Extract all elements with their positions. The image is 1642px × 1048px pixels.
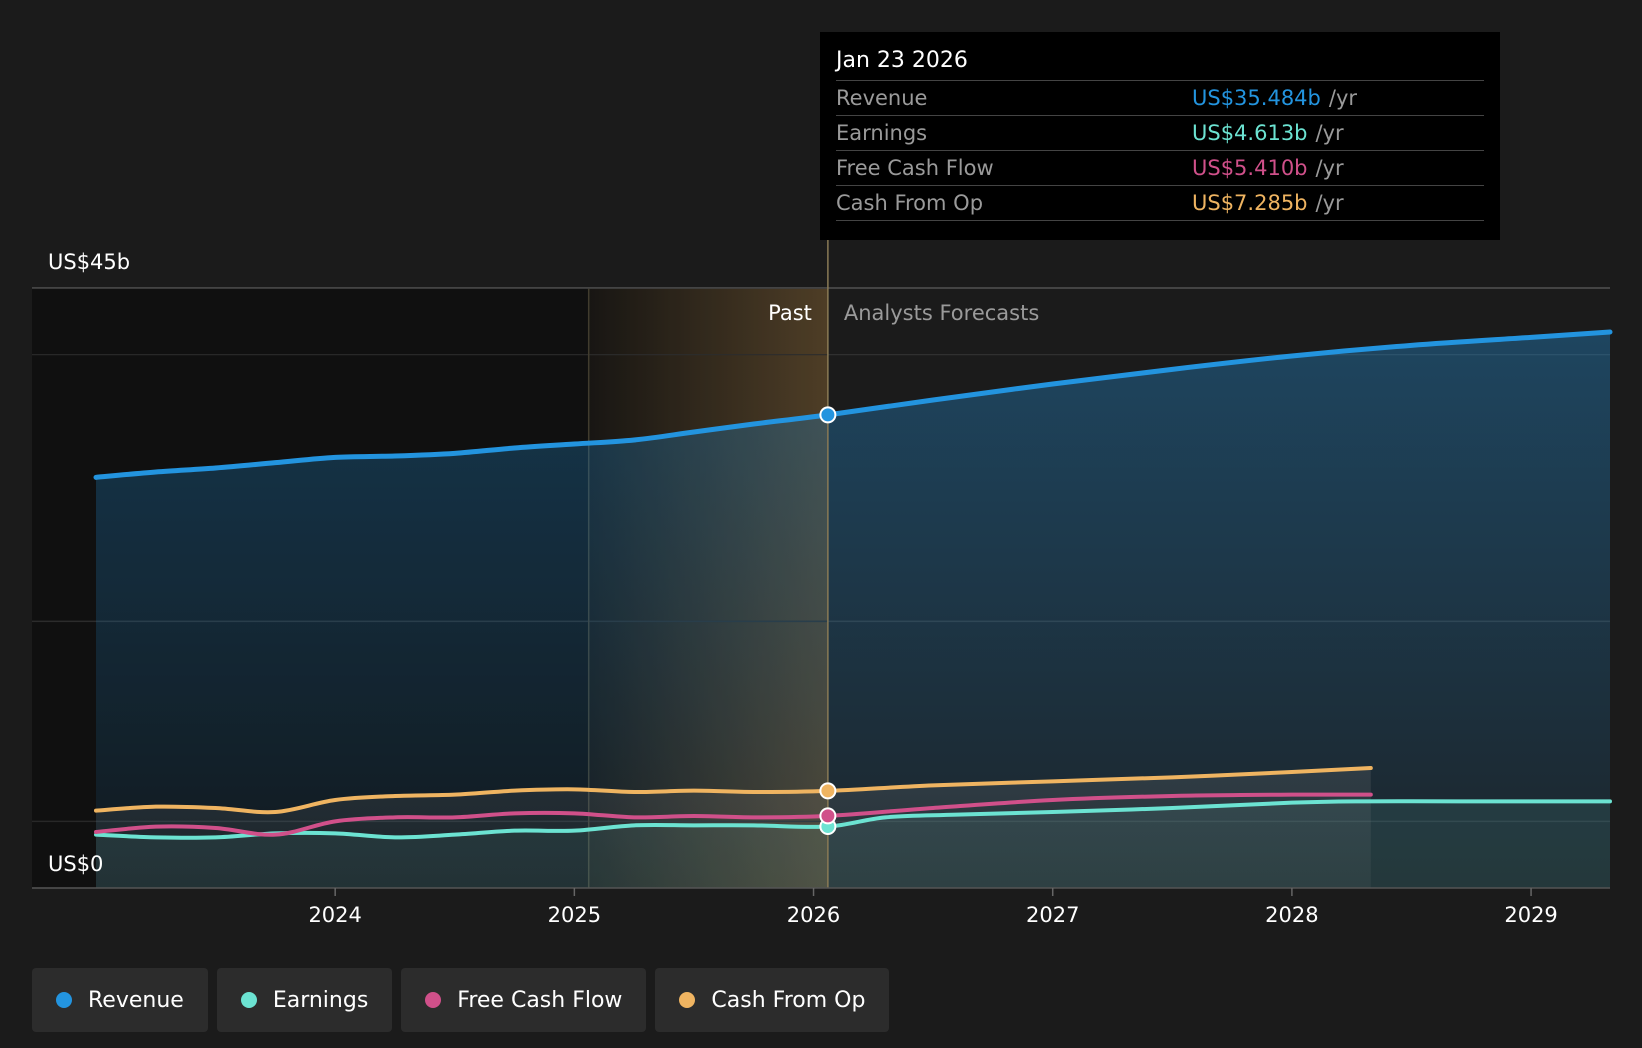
x-tick-label: 2029	[1504, 903, 1557, 927]
legend-dot-icon	[56, 992, 72, 1008]
tooltip-row-free-cash-flow: Free Cash Flow US$5.410b /yr	[836, 151, 1484, 186]
x-tick-label: 2026	[787, 903, 840, 927]
tooltip-value: US$7.285b	[1192, 191, 1308, 215]
legend-item-earnings[interactable]: Earnings	[216, 968, 393, 1032]
legend-label: Cash From Op	[711, 987, 866, 1013]
series-areas	[32, 288, 1610, 888]
x-tick-label: 2025	[548, 903, 601, 927]
y-axis-top-label: US$45b	[48, 250, 131, 274]
x-axis-ticks: 2024 2025 2026 2027 2028 2029	[308, 888, 1558, 927]
line-free-cash-flow	[94, 792, 1373, 837]
legend-dot-icon	[679, 992, 696, 1008]
marker-revenue	[819, 406, 837, 424]
tooltip-row-revenue: Revenue US$35.484b /yr	[836, 81, 1484, 116]
tooltip-unit: /yr	[1315, 156, 1344, 180]
line-cash-from-op	[94, 766, 1373, 815]
legend-dot-icon	[240, 992, 257, 1008]
legend-item-revenue[interactable]: Revenue	[32, 968, 208, 1032]
legend: Revenue Earnings Free Cash Flow Cash Fro…	[32, 968, 890, 1032]
forecast-label: Analysts Forecasts	[844, 301, 1039, 325]
x-tick-label: 2028	[1265, 903, 1318, 927]
legend-dot-icon	[425, 992, 442, 1008]
y-axis-bottom-label: US$0	[48, 852, 104, 876]
tooltip-unit: /yr	[1328, 86, 1358, 110]
tooltip-label: Free Cash Flow	[836, 156, 994, 180]
series-lines	[93, 329, 1613, 840]
tooltip-row-cash-from-op: Cash From Op US$7.285b /yr	[836, 186, 1484, 221]
tooltip-label: Revenue	[836, 86, 928, 110]
legend-label: Revenue	[88, 987, 184, 1013]
tooltip-unit: /yr	[1315, 191, 1344, 215]
tooltip-date: Jan 23 2026	[836, 46, 1484, 81]
marker-free-cash-flow	[819, 807, 837, 825]
legend-label: Earnings	[272, 987, 369, 1013]
tooltip-label: Cash From Op	[836, 191, 984, 215]
line-revenue	[93, 329, 1613, 480]
tooltip: Jan 23 2026 Revenue US$35.484b /yr Earni…	[820, 32, 1500, 240]
x-tick-label: 2027	[1026, 903, 1079, 927]
x-tick-label: 2024	[308, 903, 361, 927]
area-cash-from-op	[96, 768, 1371, 888]
tooltip-label: Earnings	[836, 121, 928, 145]
line-earnings	[94, 799, 1612, 840]
legend-item-cash-from-op[interactable]: Cash From Op	[655, 968, 890, 1032]
area-revenue	[96, 332, 1610, 888]
tooltip-value: US$5.410b	[1192, 156, 1308, 180]
tooltip-value: US$35.484b	[1192, 86, 1321, 110]
legend-label: Free Cash Flow	[457, 987, 623, 1013]
hover-markers	[819, 406, 837, 835]
tooltip-row-earnings: Earnings US$4.613b /yr	[836, 116, 1484, 151]
tooltip-value: US$4.613b	[1192, 121, 1308, 145]
past-label: Past	[768, 301, 812, 325]
past-dim	[32, 288, 828, 888]
tooltip-unit: /yr	[1315, 121, 1344, 145]
marker-cash-from-op	[819, 782, 837, 800]
legend-item-free-cash-flow[interactable]: Free Cash Flow	[401, 968, 647, 1032]
